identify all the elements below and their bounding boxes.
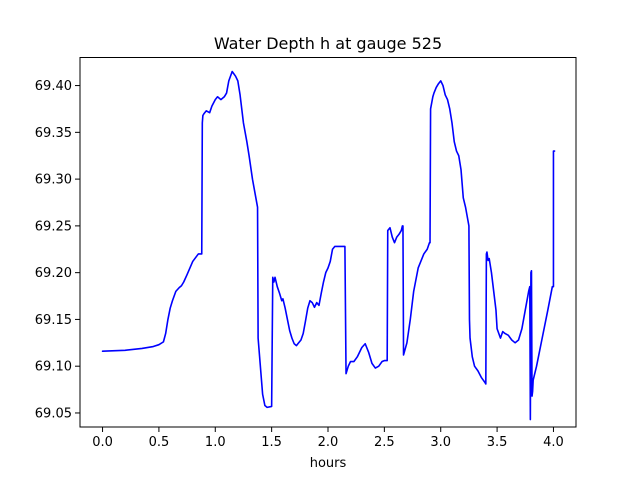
x-axis-label: hours [310, 456, 347, 471]
y-tick-label: 69.35 [35, 126, 72, 141]
y-tick-label: 69.15 [35, 313, 72, 328]
x-tick-label: 1.0 [205, 435, 226, 450]
y-tick-label: 69.20 [35, 266, 72, 281]
plot-area [101, 70, 556, 421]
y-axis: 69.05 69.10 69.15 69.20 69.25 69.30 69.35 69.40 [35, 79, 80, 421]
x-tick-label: 2.5 [374, 435, 395, 450]
chart-title: Water Depth h at gauge 525 [214, 34, 442, 53]
x-tick-label: 3.0 [430, 435, 451, 450]
x-tick-label: 2.0 [318, 435, 339, 450]
y-tick-label: 69.30 [35, 173, 72, 188]
x-tick-label: 1.5 [261, 435, 282, 450]
y-tick-label: 69.05 [35, 406, 72, 421]
x-tick-label: 0.0 [92, 435, 113, 450]
x-tick-label: 4.0 [543, 435, 564, 450]
y-tick-label: 69.40 [35, 79, 72, 94]
x-tick-label: 3.5 [487, 435, 508, 450]
x-tick-label: 0.5 [149, 435, 170, 450]
series-line-water-depth [101, 70, 556, 421]
y-tick-label: 69.25 [35, 219, 72, 234]
y-tick-label: 69.10 [35, 360, 72, 375]
x-axis: 0.0 0.5 1.0 1.5 2.0 2.5 3.0 3.5 4.0 [92, 427, 564, 450]
